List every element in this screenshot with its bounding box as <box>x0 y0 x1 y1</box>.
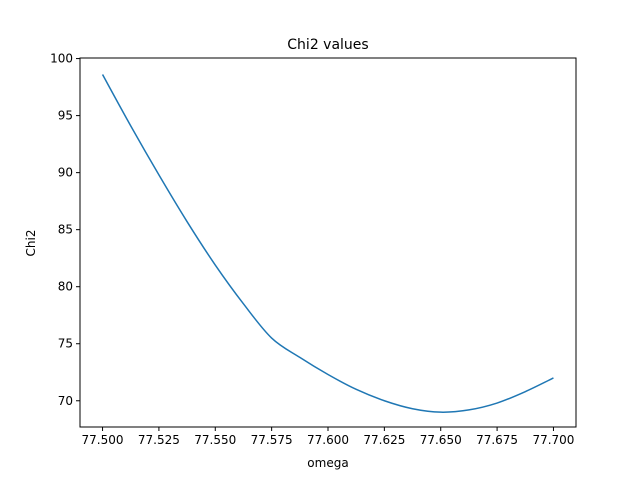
x-tick-label: 77.500 <box>82 433 124 447</box>
y-tick-label: 70 <box>58 394 73 408</box>
y-tick-label: 100 <box>50 52 73 66</box>
x-tick-label: 77.525 <box>138 433 180 447</box>
x-tick-label: 77.600 <box>307 433 349 447</box>
x-tick-label: 77.575 <box>251 433 293 447</box>
chart-title: Chi2 values <box>287 37 368 53</box>
y-tick-label: 95 <box>58 109 73 123</box>
y-axis-label: Chi2 <box>24 230 38 257</box>
series-line <box>101 74 554 413</box>
x-axis-label: omega <box>307 456 348 470</box>
y-tick-label: 85 <box>58 223 73 237</box>
y-tick-label: 90 <box>58 166 73 180</box>
x-tick-label: 77.625 <box>363 433 405 447</box>
x-tick-label: 77.700 <box>532 433 574 447</box>
plot-frame <box>79 57 577 428</box>
y-tick-label: 75 <box>58 337 73 351</box>
y-tick-label: 80 <box>58 280 73 294</box>
x-tick-label: 77.650 <box>420 433 462 447</box>
x-tick-label: 77.675 <box>476 433 518 447</box>
x-tick-label: 77.550 <box>194 433 236 447</box>
